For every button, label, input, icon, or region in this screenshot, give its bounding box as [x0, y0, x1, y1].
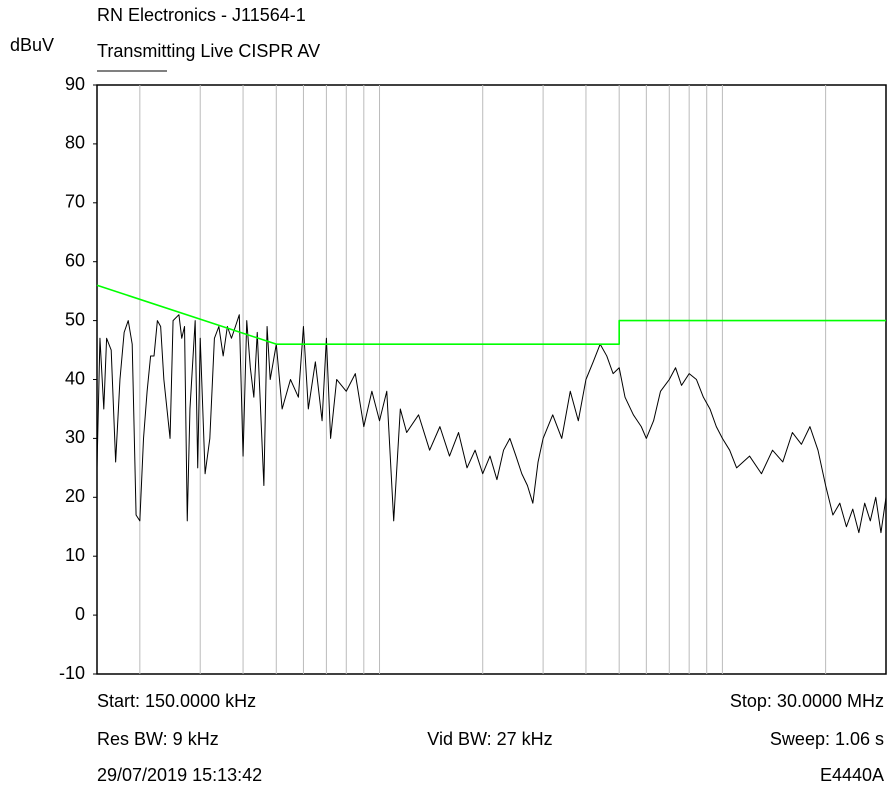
y-tick-label: 50	[65, 309, 85, 329]
y-tick-label: -10	[59, 663, 85, 683]
chart-title: RN Electronics - J11564-1	[97, 5, 306, 25]
y-axis-label: dBuV	[10, 35, 54, 55]
y-tick-label: 90	[65, 74, 85, 94]
plot-frame	[96, 84, 887, 675]
footer-text: E4440A	[820, 765, 884, 785]
y-tick-label: 30	[65, 427, 85, 447]
y-tick-label: 40	[65, 368, 85, 388]
footer-text: Start: 150.0000 kHz	[97, 691, 256, 711]
y-tick-label: 10	[65, 545, 85, 565]
y-tick-label: 80	[65, 133, 85, 153]
y-tick-label: 0	[75, 604, 85, 624]
footer-text: 29/07/2019 15:13:42	[97, 765, 262, 785]
series-line	[96, 314, 887, 534]
chart-subtitle: Transmitting Live CISPR AV	[97, 41, 320, 61]
series-line	[96, 284, 886, 345]
footer-text: Res BW: 9 kHz	[97, 729, 219, 749]
y-tick-label: 20	[65, 486, 85, 506]
footer-text: Stop: 30.0000 MHz	[730, 691, 884, 711]
y-tick-label: 70	[65, 192, 85, 212]
y-tick-label: 60	[65, 250, 85, 270]
footer-text: Vid BW: 27 kHz	[427, 729, 552, 749]
footer-text: Sweep: 1.06 s	[770, 729, 884, 749]
